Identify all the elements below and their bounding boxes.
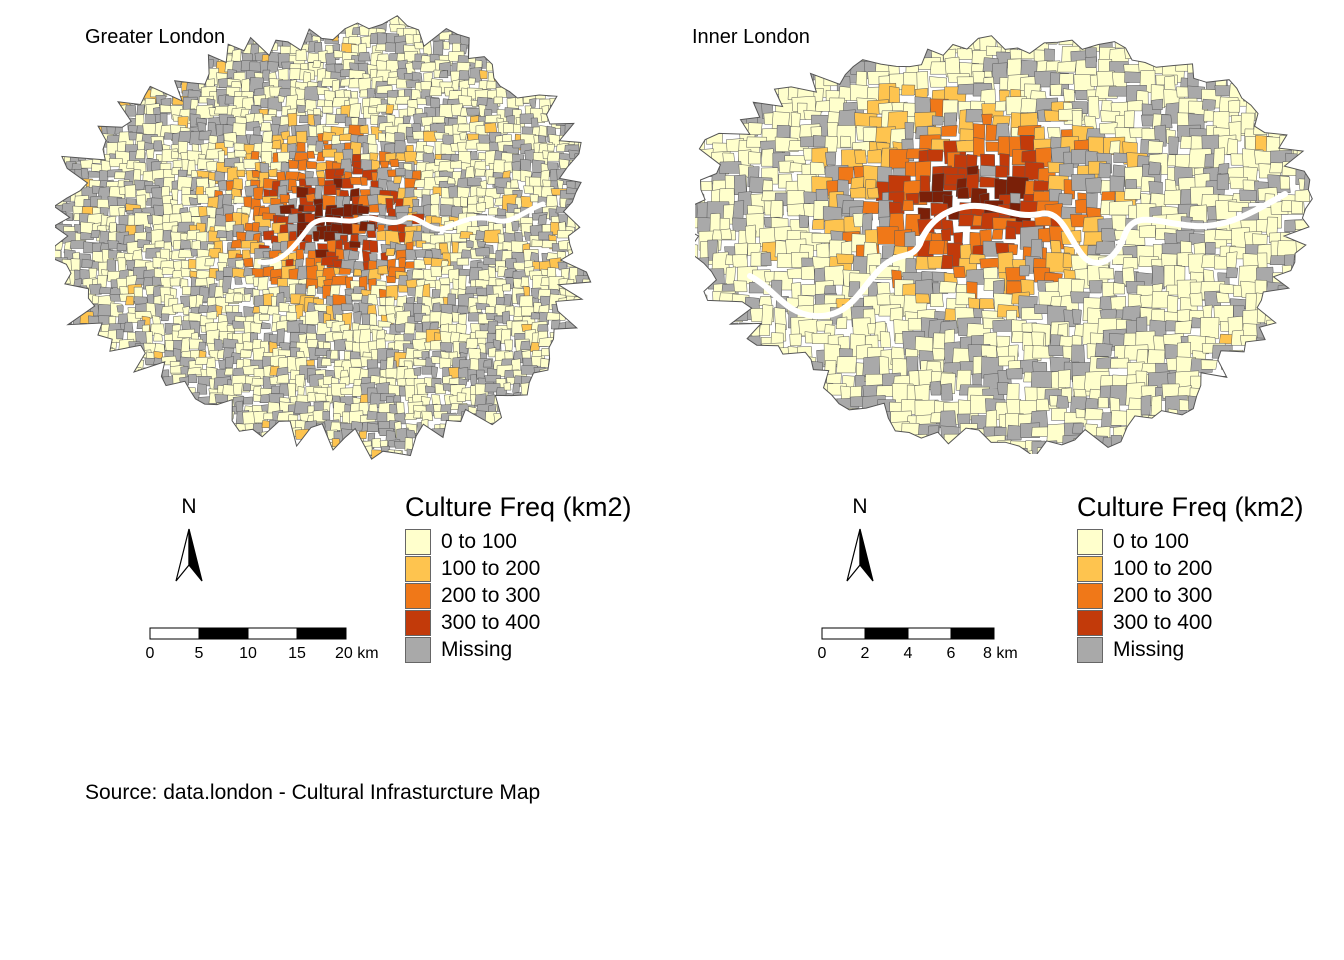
greater-london-map: [55, 15, 592, 460]
legend-entry: 200 to 300: [405, 583, 632, 610]
legend-entry-label: Missing: [441, 638, 513, 661]
scale-bar-tick-label: 10: [239, 645, 257, 662]
legend-inner: Culture Freq (km2) 0 to 100 100 to 200 200…: [1077, 492, 1304, 664]
north-label: N: [852, 495, 868, 518]
legend-entry: 300 to 400: [405, 610, 632, 637]
legend-entry-label: 100 to 200: [441, 557, 541, 580]
north-arrow-icon: [846, 528, 874, 582]
scale-bar-segment: [247, 627, 298, 640]
north-label: N: [181, 495, 197, 518]
panel-title-greater-london: Greater London: [85, 26, 226, 48]
legend-entry: 0 to 100: [1077, 529, 1304, 556]
legend-greater: Culture Freq (km2) 0 to 100 100 to 200 200…: [405, 492, 632, 664]
scale-bar-tick-label: 2: [861, 645, 870, 662]
legend-entry-label: 0 to 100: [1113, 530, 1189, 553]
inner-london-choropleth: [695, 35, 1313, 454]
legend-swatch: [1077, 529, 1103, 555]
scale-bar-tick-label: 6: [947, 645, 956, 662]
legend-swatch: [405, 529, 431, 555]
legend-entry: 100 to 200: [1077, 556, 1304, 583]
scale-bar-segment: [149, 627, 200, 640]
scale-bar-segment: [907, 627, 952, 640]
legend-entry-label: 300 to 400: [441, 611, 541, 634]
legend-title: Culture Freq (km2): [1077, 492, 1304, 522]
legend-entry-label: Missing: [1113, 638, 1185, 661]
north-arrow-icon: [175, 528, 203, 582]
legend-entry: 0 to 100: [405, 529, 632, 556]
legend-entry: 300 to 400: [1077, 610, 1304, 637]
scale-bar-segment: [198, 627, 249, 640]
greater-london-choropleth: [55, 15, 591, 460]
legend-entry-label: 200 to 300: [441, 584, 541, 607]
legend-swatch: [1077, 610, 1103, 636]
legend-entry: Missing: [405, 637, 632, 664]
source-caption: Source: data.london - Cultural Infrastur…: [85, 781, 541, 804]
greater-london-boundary: [55, 15, 592, 460]
thames-river: [257, 201, 546, 265]
legend-entry-label: 0 to 100: [441, 530, 517, 553]
legend-entry: Missing: [1077, 637, 1304, 664]
north-arrow-greater: N: [169, 495, 209, 585]
scale-bar-tick-label: 4: [904, 645, 913, 662]
legend-title: Culture Freq (km2): [405, 492, 632, 522]
scale-bar-greater: 0 5 10 15 20 km: [146, 627, 379, 662]
panel-title-inner-london: Inner London: [692, 26, 810, 48]
legend-swatch: [1077, 556, 1103, 582]
scale-bar-tick-label: 5: [195, 645, 204, 662]
north-arrow-inner: N: [840, 495, 880, 585]
scale-bar-tick-label: 15: [288, 645, 306, 662]
thames-river: [747, 191, 1288, 320]
legend-swatch: [405, 583, 431, 609]
legend-swatch: [405, 610, 431, 636]
scale-bar-tick-label: 0: [818, 645, 827, 662]
legend-entry: 100 to 200: [405, 556, 632, 583]
scale-bar-segment: [950, 627, 995, 640]
scale-bar-segment: [296, 627, 347, 640]
inner-london-boundary: [695, 35, 1313, 454]
legend-entry: 200 to 300: [1077, 583, 1304, 610]
scale-bar-segment: [821, 627, 866, 640]
scale-bar-tick-label: 20 km: [335, 645, 379, 662]
legend-swatch: [405, 637, 431, 663]
inner-london-map: [695, 35, 1313, 454]
legend-swatch: [1077, 583, 1103, 609]
legend-entry-label: 200 to 300: [1113, 584, 1213, 607]
legend-entry-label: 300 to 400: [1113, 611, 1213, 634]
scale-bar-inner: 0 2 4 6 8 km: [818, 627, 1018, 662]
legend-swatch: [405, 556, 431, 582]
legend-entry-label: 100 to 200: [1113, 557, 1213, 580]
scale-bar-segment: [864, 627, 909, 640]
scale-bar-tick-label: 0: [146, 645, 155, 662]
legend-swatch: [1077, 637, 1103, 663]
scale-bar-tick-label: 8 km: [983, 645, 1018, 662]
